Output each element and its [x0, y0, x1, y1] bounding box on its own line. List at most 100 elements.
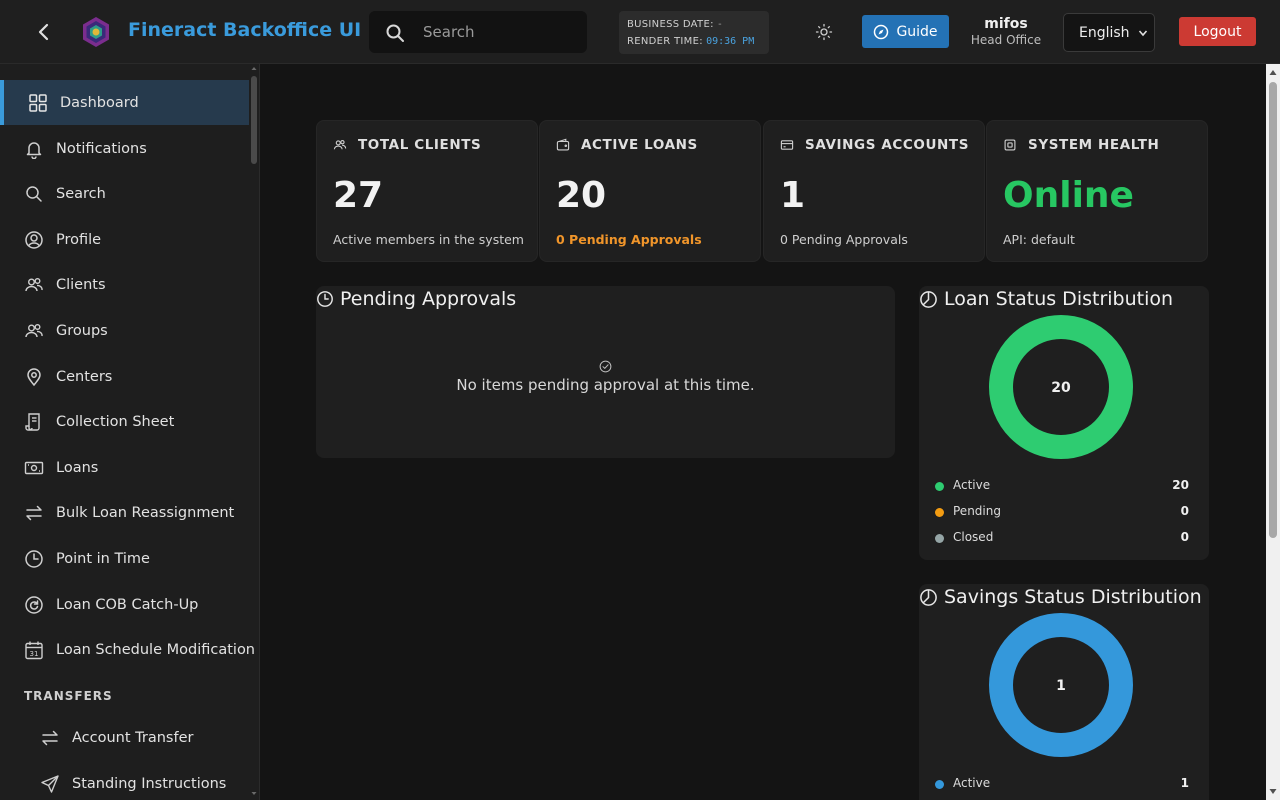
sidebar-item-account-transfer[interactable]: Account Transfer: [0, 715, 249, 760]
calendar-icon: 31: [24, 640, 44, 660]
donut-center-value: 1: [1056, 678, 1066, 694]
legend-dot: [935, 508, 944, 517]
sidebar-scrollbar-thumb[interactable]: [251, 76, 257, 164]
stat-title: SYSTEM HEALTH: [1028, 137, 1160, 153]
donut-segment-active: [989, 315, 1133, 459]
pie-chart-icon: [920, 290, 937, 308]
receipt-icon: [24, 412, 44, 432]
empty-state-message: No items pending approval at this time.: [456, 376, 755, 394]
sidebar-item-label: Clients: [56, 276, 106, 293]
business-date-label: BUSINESS DATE:: [627, 19, 714, 30]
app-logo: [80, 16, 112, 48]
sidebar-item-loans[interactable]: Loans: [0, 445, 249, 490]
sidebar-item-groups[interactable]: Groups: [0, 308, 249, 353]
legend-label: Closed: [953, 530, 994, 544]
legend-item-pending: Pending 0: [935, 504, 1189, 520]
user-circle-icon: [24, 230, 44, 250]
user-office: Head Office: [970, 33, 1042, 47]
legend-dot: [935, 482, 944, 491]
savings-donut-chart: 1: [989, 613, 1133, 757]
legend-value: 0: [1180, 504, 1189, 518]
clock-icon: [317, 291, 333, 307]
stat-title: TOTAL CLIENTS: [358, 137, 482, 153]
sidebar-item-notifications[interactable]: Notifications: [0, 126, 249, 171]
stat-value: 1: [780, 175, 806, 216]
sidebar-item-collection-sheet[interactable]: Collection Sheet: [0, 399, 249, 444]
stat-value: Online: [1003, 175, 1134, 216]
sidebar-item-clients[interactable]: Clients: [0, 262, 249, 307]
search-icon: [386, 24, 404, 42]
wallet-icon: [556, 138, 570, 151]
language-select[interactable]: English: [1063, 13, 1155, 52]
compass-icon: [874, 24, 889, 39]
users-icon: [333, 140, 347, 150]
sidebar-item-centers[interactable]: Centers: [0, 354, 249, 399]
clock-icon: [24, 549, 44, 569]
swap-icon: [24, 503, 44, 523]
sidebar-item-label: Centers: [56, 368, 113, 385]
theme-toggle-button[interactable]: [815, 23, 833, 41]
sidebar-item-search[interactable]: Search: [0, 171, 249, 216]
sidebar-item-bulk-loan-reassignment[interactable]: Bulk Loan Reassignment: [0, 490, 249, 535]
sidebar-item-label: Dashboard: [60, 94, 139, 111]
grid-icon: [28, 93, 48, 113]
panel-title: Savings Status Distribution: [944, 586, 1202, 608]
cash-icon: [24, 458, 44, 478]
user-name: mifos: [984, 16, 1028, 32]
global-search[interactable]: [369, 11, 587, 53]
stat-card-savings-accounts: SAVINGS ACCOUNTS 1 0 Pending Approvals: [763, 120, 985, 262]
sidebar-item-label: Loan COB Catch-Up: [56, 596, 199, 613]
sidebar-item-dashboard[interactable]: Dashboard: [0, 80, 249, 125]
chevron-down-icon: [1138, 30, 1148, 37]
sun-icon: [815, 23, 833, 41]
sidebar-scrollbar[interactable]: [250, 64, 258, 800]
map-pin-icon: [24, 367, 44, 387]
legend-label: Active: [953, 776, 991, 790]
legend-label: Active: [953, 478, 991, 492]
render-time-value: 09:36 PM: [706, 36, 755, 47]
sidebar-item-loan-cob-catch-up[interactable]: Loan COB Catch-Up: [0, 582, 249, 627]
guide-label: Guide: [896, 23, 938, 40]
search-input[interactable]: [423, 21, 573, 43]
sidebar-item-loan-schedule-modification[interactable]: 31 Loan Schedule Modification: [0, 627, 255, 672]
sidebar-item-label: Bulk Loan Reassignment: [56, 504, 235, 521]
legend-dot: [935, 534, 944, 543]
stat-card-active-loans: ACTIVE LOANS 20 0 Pending Approvals: [539, 120, 761, 262]
loan-donut-chart: 20: [989, 315, 1133, 459]
sidebar-item-label: Search: [56, 185, 106, 202]
pending-approvals-panel: Pending Approvals No items pending appro…: [316, 286, 895, 458]
legend-item-active: Active 1: [935, 776, 1189, 792]
sidebar-item-profile[interactable]: Profile: [0, 217, 249, 262]
chevron-left-icon: [38, 23, 49, 41]
stat-subtitle: API: default: [1003, 232, 1075, 247]
legend-value: 0: [1180, 530, 1189, 544]
sidebar-section-transfers: TRANSFERS: [24, 689, 113, 703]
sidebar-item-label: Profile: [56, 231, 102, 248]
sidebar-item-standing-instructions[interactable]: Standing Instructions: [0, 761, 249, 800]
donut-segment-active: [989, 613, 1133, 757]
sidebar-item-label: Notifications: [56, 140, 147, 157]
bell-icon: [24, 139, 44, 159]
users-icon: [24, 275, 44, 295]
main-scrollbar-thumb[interactable]: [1269, 82, 1277, 538]
donut-center-value: 20: [1051, 380, 1071, 396]
legend-dot: [935, 780, 944, 789]
refresh-circle-icon: [24, 595, 44, 615]
logout-button[interactable]: Logout: [1179, 17, 1256, 46]
sidebar-item-point-in-time[interactable]: Point in Time: [0, 536, 249, 581]
legend-item-closed: Closed 0: [935, 530, 1189, 546]
stat-subtitle: 0 Pending Approvals: [556, 232, 702, 247]
back-button[interactable]: [30, 18, 58, 46]
business-date-value: -: [716, 19, 723, 30]
stat-subtitle: Active members in the system: [333, 232, 524, 247]
savings-status-panel: Savings Status Distribution 1 Active 1: [919, 584, 1209, 800]
user-info[interactable]: mifos Head Office: [966, 16, 1046, 48]
sidebar-item-label: Standing Instructions: [72, 775, 227, 792]
stat-value: 20: [556, 175, 607, 216]
guide-button[interactable]: Guide: [862, 15, 949, 48]
loan-status-panel: Loan Status Distribution 20 Active 20 Pe…: [919, 286, 1209, 560]
stat-title: ACTIVE LOANS: [581, 137, 698, 153]
legend-value: 20: [1172, 478, 1189, 492]
send-icon: [40, 774, 60, 794]
sidebar-item-label: Groups: [56, 322, 108, 339]
